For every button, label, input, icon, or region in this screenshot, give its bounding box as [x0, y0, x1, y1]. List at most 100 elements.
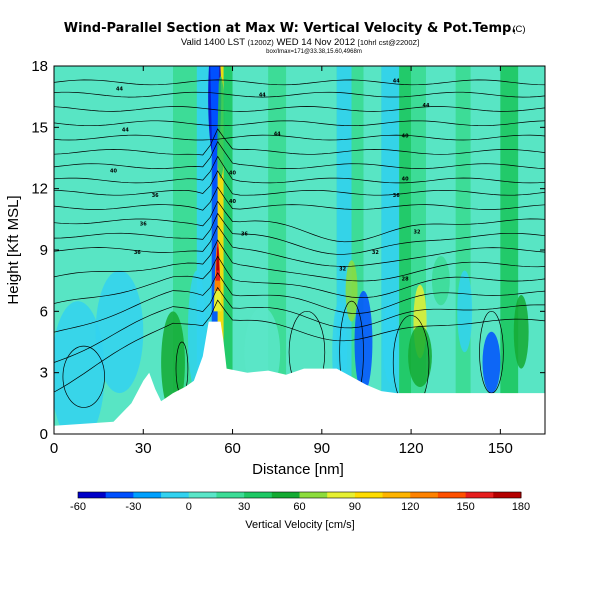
theta-contour	[54, 106, 545, 112]
contour-label: 32	[372, 250, 379, 256]
colorbar-tick-label: 120	[401, 501, 419, 513]
field-stripe	[425, 66, 456, 434]
field-stripe	[399, 66, 412, 434]
y-tick-label: 0	[40, 426, 48, 443]
colorbar-tick-label: -30	[125, 501, 141, 513]
field-blob	[408, 325, 432, 387]
chart-title: Wind-Parallel Section at Max W: Vertical…	[64, 21, 517, 36]
plot-area: 44 44 44 44 44 44 40 40 40 40 40 36 36 36 36 36 32 32 32 28	[54, 66, 545, 434]
colorbar-swatch	[271, 492, 300, 498]
field-stripe	[351, 66, 364, 434]
colorbar-swatch	[78, 492, 107, 498]
contour-label: 36	[134, 250, 141, 256]
theta-contour	[54, 134, 545, 141]
chart-subtitle-small: box/Imax=171@33.38,15.60,4968m	[266, 49, 362, 55]
field-blob	[345, 260, 358, 322]
subtitle-valid: Valid 1400 LST	[181, 37, 245, 48]
contour-label: 36	[152, 193, 159, 199]
subtitle-init: (1200Z)	[248, 38, 275, 47]
field-blob	[513, 294, 529, 369]
colorbar-tick-label: 90	[349, 501, 361, 513]
contour-label: 44	[274, 132, 281, 138]
subtitle-date: WED 14 Nov 2012	[276, 37, 355, 48]
colorbar-swatch	[133, 492, 162, 498]
colorbar-label: Vertical Velocity [cm/s]	[245, 519, 354, 531]
theta-contour	[54, 272, 545, 333]
x-tick-label: 150	[488, 440, 513, 457]
x-tick-label: 30	[135, 440, 152, 457]
terrain-mask	[54, 321, 545, 434]
theta-contour	[54, 79, 545, 86]
theta-contour	[54, 239, 545, 282]
contour-labels: 44 44 44 44 44 44 40 40 40 40 40 36 36 36 36 36 32 32 32 28	[110, 78, 430, 282]
theta-contour	[54, 200, 545, 243]
x-tick-label: 120	[399, 440, 424, 457]
field-blob	[457, 270, 473, 353]
x-tick-label: 0	[50, 440, 58, 457]
theta-contour	[54, 212, 545, 255]
contour-label: 40	[402, 176, 409, 182]
downdraft-column	[210, 66, 220, 189]
contour-label: 40	[229, 170, 236, 176]
colorbar-tick-label: 60	[293, 501, 305, 513]
colorbar-swatch	[465, 492, 494, 498]
colorbar-swatch	[437, 492, 467, 498]
x-tick-label: 90	[313, 440, 330, 457]
field-blob	[482, 331, 501, 394]
colorbar-swatch	[105, 492, 134, 498]
y-tick-label: 6	[40, 303, 48, 320]
colorbar-swatch	[493, 492, 522, 498]
y-tick-label: 12	[31, 181, 48, 198]
contour-label: 32	[414, 230, 421, 236]
contour-label: 44	[259, 93, 266, 99]
colorbar-swatch	[382, 492, 411, 498]
y-tick-label: 9	[40, 242, 48, 259]
theta-contour	[54, 225, 545, 267]
colorbar-swatch	[327, 492, 356, 498]
contour-label: 44	[422, 103, 429, 109]
colorbar-swatch	[161, 492, 190, 498]
theta-contour	[54, 128, 545, 156]
colorbar-frame	[77, 491, 522, 499]
y-tick-label: 18	[31, 58, 48, 75]
updraft-core	[216, 246, 220, 271]
contour-label: 44	[116, 87, 123, 93]
contour-label: 44	[122, 127, 129, 133]
y-axis-label: Height [Kft MSL]	[5, 195, 22, 304]
colorbar-swatch	[188, 492, 217, 498]
theta-contour	[54, 299, 545, 393]
chart-subtitle: Valid 1400 LST (1200Z) WED 14 Nov 2012 […	[181, 37, 419, 48]
colorbar-swatch	[299, 492, 328, 498]
field-stripe	[217, 66, 224, 434]
terrain	[54, 321, 545, 434]
chart-title-mark: (C)	[512, 24, 525, 35]
contour-label: 36	[393, 193, 400, 199]
x-tick-label: 60	[224, 440, 241, 457]
theta-contours	[54, 79, 545, 410]
field-stripe	[500, 66, 519, 434]
colorbar-tick-label: 30	[238, 501, 250, 513]
field-blob	[54, 301, 105, 434]
contour-label: 40	[229, 199, 236, 205]
contour-label: 36	[140, 221, 147, 227]
theta-contour	[54, 120, 545, 127]
theta-contour	[54, 255, 545, 304]
field-blob	[216, 76, 225, 179]
colorbar-tick-label: 180	[512, 501, 530, 513]
field-blob	[161, 311, 185, 414]
field-stripe	[223, 66, 233, 434]
colorbar-tick-label: -60	[70, 501, 86, 513]
y-tick-label: 3	[40, 365, 48, 382]
colorbar-tick-label: 0	[186, 501, 192, 513]
colorbar-swatch	[216, 492, 245, 498]
theta-contour	[54, 91, 545, 98]
field-stripe	[211, 66, 218, 434]
field-blob	[382, 301, 398, 383]
theta-contour	[54, 155, 545, 184]
contour-label: 44	[393, 78, 400, 84]
y-tick-label: 15	[31, 119, 48, 136]
contour-label: 28	[402, 277, 409, 283]
x-axis-label: Distance [nm]	[252, 461, 344, 478]
